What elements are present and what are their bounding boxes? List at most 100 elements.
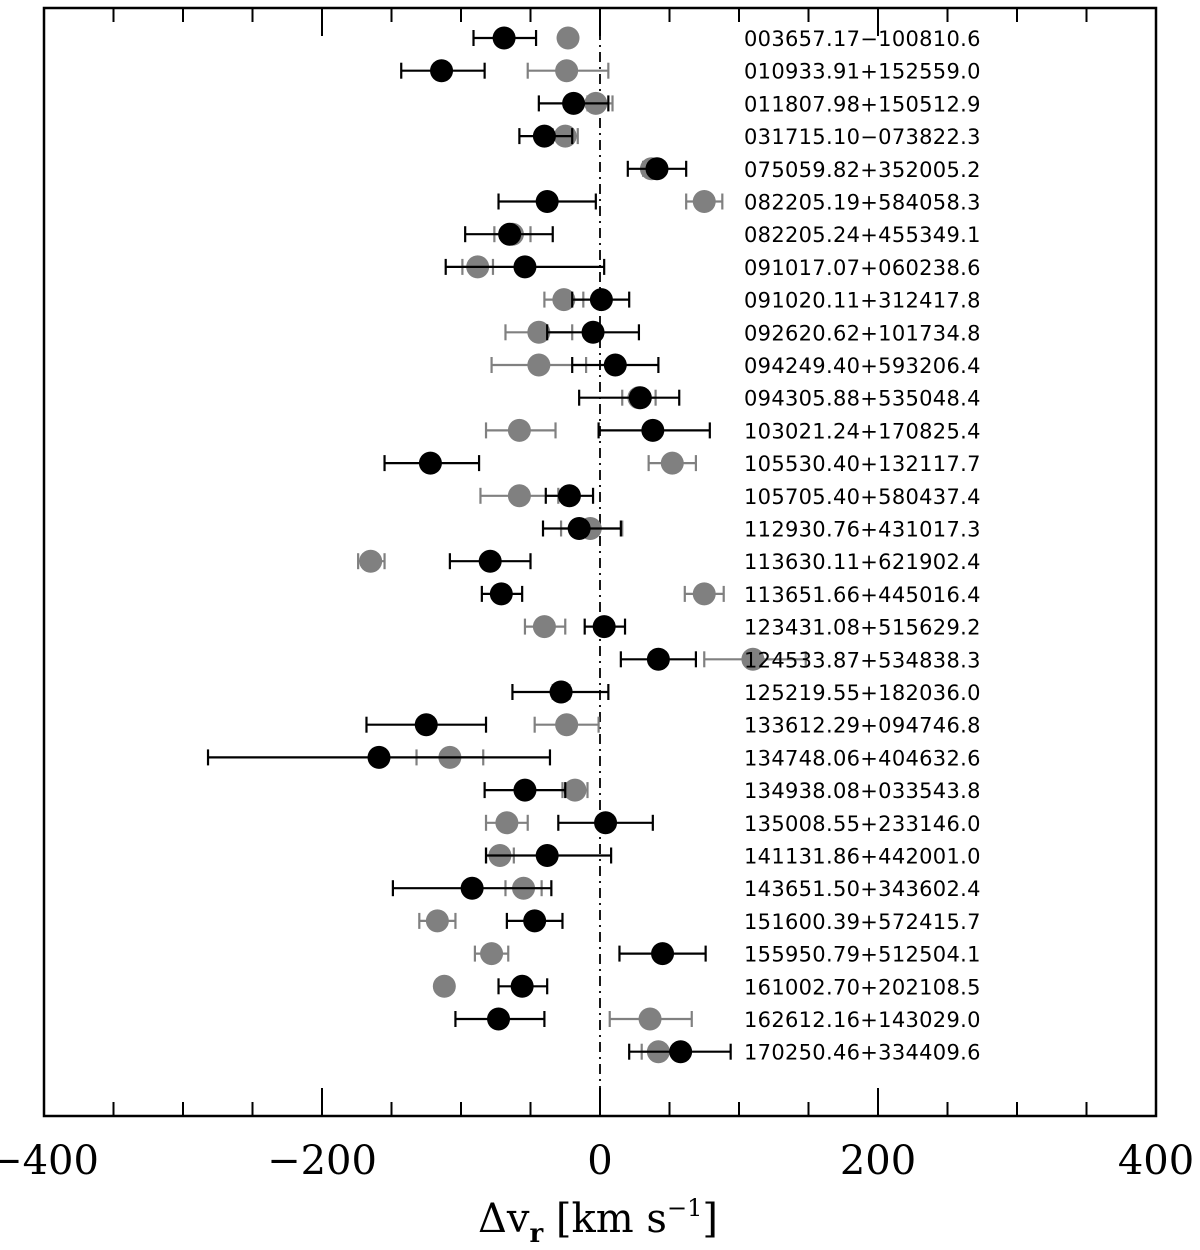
gray-marker-group bbox=[608, 1007, 693, 1031]
object-label: 133612.29+094746.8 bbox=[744, 714, 981, 738]
gray-point bbox=[359, 549, 383, 573]
gray-point bbox=[660, 451, 684, 475]
gray-marker-group bbox=[543, 288, 585, 312]
object-label: 105705.40+580437.4 bbox=[744, 485, 981, 509]
object-label: 162612.16+143029.0 bbox=[744, 1008, 981, 1032]
black-marker-group bbox=[454, 1007, 546, 1031]
black-point bbox=[532, 124, 556, 148]
black-point bbox=[589, 288, 613, 312]
black-marker-group bbox=[597, 418, 711, 442]
black-point bbox=[641, 418, 665, 442]
black-marker-group bbox=[544, 484, 595, 508]
black-point bbox=[478, 549, 502, 573]
gray-point bbox=[741, 647, 765, 671]
black-point bbox=[645, 157, 669, 181]
object-label: 094305.88+535048.4 bbox=[744, 387, 981, 411]
object-label: 031715.10−073822.3 bbox=[744, 125, 981, 149]
x-axis-label-main: Δv bbox=[478, 1196, 530, 1242]
black-point bbox=[646, 647, 670, 671]
object-label: 082205.19+584058.3 bbox=[744, 191, 981, 215]
black-marker-group bbox=[497, 974, 549, 998]
gray-series-group bbox=[357, 26, 807, 1064]
gray-point bbox=[555, 713, 579, 737]
black-point bbox=[581, 320, 605, 344]
gray-marker-group bbox=[523, 615, 567, 639]
black-point bbox=[651, 942, 675, 966]
object-label: 011807.98+150512.9 bbox=[744, 92, 981, 116]
black-point bbox=[510, 974, 534, 998]
object-label: 135008.55+233146.0 bbox=[744, 812, 981, 836]
object-label: 124533.87+534838.3 bbox=[744, 648, 981, 672]
gray-point bbox=[692, 190, 716, 213]
black-marker-group bbox=[483, 778, 567, 802]
object-label: 082205.24+455349.1 bbox=[744, 223, 981, 247]
gray-marker-group bbox=[647, 451, 698, 475]
black-marker-group bbox=[537, 91, 610, 115]
black-marker-group bbox=[571, 288, 631, 312]
gray-marker-group bbox=[484, 418, 557, 442]
plot-frame bbox=[42, 6, 1158, 1118]
gray-point bbox=[507, 484, 531, 508]
black-marker-group bbox=[444, 255, 606, 279]
x-tick-label: 200 bbox=[840, 1138, 916, 1184]
black-marker-group bbox=[626, 157, 688, 181]
black-marker-group bbox=[505, 909, 564, 933]
black-point bbox=[430, 59, 454, 83]
gray-marker-group bbox=[473, 942, 510, 966]
black-marker-group bbox=[484, 844, 613, 867]
black-marker-group bbox=[546, 320, 641, 344]
gray-point bbox=[563, 778, 587, 802]
black-marker-group bbox=[400, 59, 486, 83]
black-marker-group bbox=[628, 1040, 732, 1064]
object-label: 123431.08+515629.2 bbox=[744, 616, 981, 640]
black-point bbox=[562, 91, 586, 115]
gray-marker-group bbox=[526, 59, 610, 83]
x-tick-label: 400 bbox=[1118, 1138, 1194, 1184]
gray-point bbox=[692, 582, 716, 606]
gray-point bbox=[556, 26, 580, 50]
black-marker-group bbox=[448, 549, 532, 573]
gray-marker-group bbox=[418, 909, 457, 933]
gray-point bbox=[495, 811, 519, 835]
gray-point bbox=[432, 974, 456, 998]
object-label: 112930.76+431017.3 bbox=[744, 518, 981, 542]
gray-marker-group bbox=[432, 974, 456, 998]
black-point bbox=[523, 909, 547, 933]
object-label: 113651.66+445016.4 bbox=[744, 583, 981, 607]
black-marker-group bbox=[472, 26, 538, 50]
object-label: 091017.07+060238.6 bbox=[744, 256, 981, 280]
black-marker-group bbox=[464, 222, 554, 246]
gray-marker-group bbox=[685, 190, 724, 213]
black-marker-group bbox=[541, 517, 622, 540]
gray-marker-group bbox=[484, 811, 529, 835]
black-series-group bbox=[206, 26, 732, 1064]
object-label: 094249.40+593206.4 bbox=[744, 354, 981, 378]
object-label: 075059.82+352005.2 bbox=[744, 158, 981, 182]
object-label: 103021.24+170825.4 bbox=[744, 419, 981, 443]
black-point bbox=[603, 353, 627, 377]
object-label: 010933.91+152559.0 bbox=[744, 60, 981, 84]
object-label: 134748.06+404632.6 bbox=[744, 746, 981, 770]
object-label: 125219.55+182036.0 bbox=[744, 681, 981, 705]
x-tick-labels-group: −400 −200 0 200 400 bbox=[0, 1138, 1194, 1184]
object-label: 091020.11+312417.8 bbox=[744, 289, 981, 313]
black-point bbox=[594, 811, 618, 835]
x-tick-label: −200 bbox=[267, 1138, 377, 1184]
x-axis-label-unit-open: [km s bbox=[543, 1196, 667, 1242]
black-marker-group bbox=[391, 876, 553, 900]
gray-point bbox=[638, 1007, 662, 1031]
object-label: 134938.08+033543.8 bbox=[744, 779, 981, 803]
x-tick-label: 0 bbox=[587, 1138, 612, 1184]
black-point bbox=[489, 582, 513, 606]
black-point bbox=[414, 713, 438, 737]
gray-marker-group bbox=[479, 484, 560, 508]
axis-ticks-group bbox=[43, 8, 1157, 1116]
black-point bbox=[557, 484, 581, 508]
x-axis-label-subscript: r bbox=[530, 1219, 544, 1249]
black-marker-group bbox=[583, 615, 627, 639]
black-marker-group bbox=[618, 942, 707, 966]
black-point bbox=[487, 1007, 511, 1031]
gray-marker-group bbox=[556, 26, 580, 50]
gray-point bbox=[527, 353, 551, 377]
